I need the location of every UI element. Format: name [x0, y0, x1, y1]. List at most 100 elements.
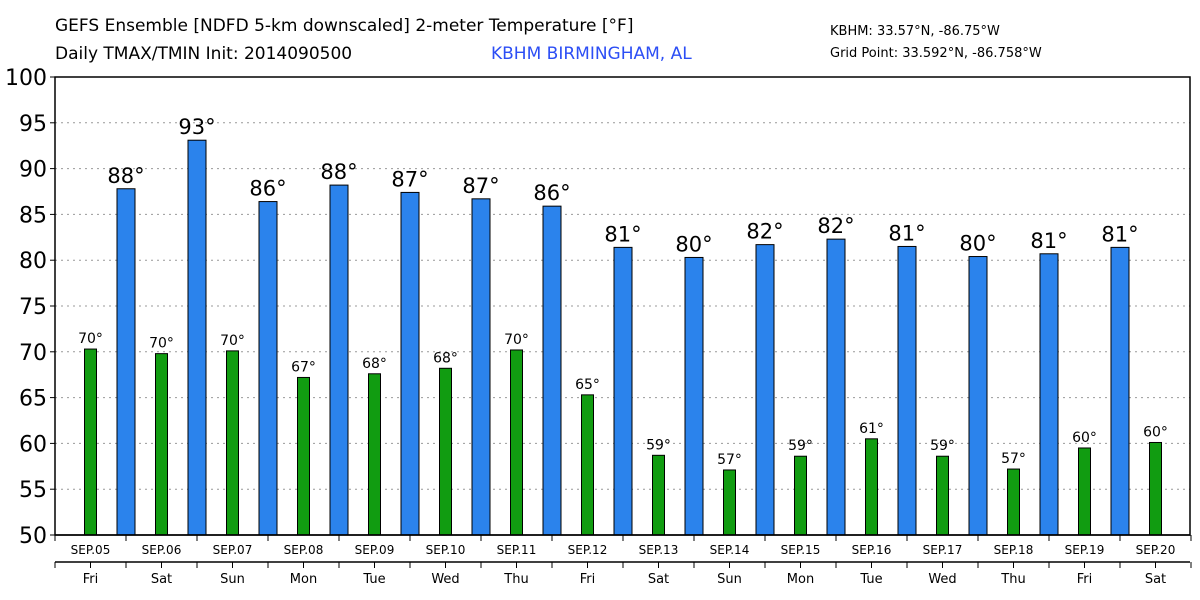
weekday-label: Sun [717, 572, 742, 587]
weekday-label: Mon [787, 572, 814, 587]
tmax-bar [1039, 253, 1059, 536]
date-label: SEP.10 [426, 543, 466, 557]
y-tick-label: 55 [19, 478, 47, 503]
weekday-label: Tue [859, 572, 882, 587]
tmin-label: 59° [930, 438, 955, 454]
tmax-bar [897, 245, 917, 536]
tmax-bar [258, 201, 278, 536]
date-label: SEP.17 [923, 543, 963, 557]
tmax-label: 82° [817, 214, 854, 238]
y-tick-label: 80 [19, 249, 47, 274]
tmin-bar [297, 376, 310, 536]
tmin-label: 70° [149, 336, 174, 352]
tmax-label: 82° [746, 220, 783, 244]
tmin-label: 57° [1001, 451, 1026, 467]
tmin-label: 68° [433, 350, 458, 366]
date-label: SEP.08 [284, 543, 324, 557]
tmin-bar [794, 455, 807, 536]
weekday-label: Thu [503, 572, 528, 587]
plot-frame [54, 76, 1191, 536]
date-label: SEP.19 [1065, 543, 1105, 557]
tmax-label: 86° [533, 181, 570, 205]
date-label: SEP.14 [710, 543, 750, 557]
tmin-bar [1007, 468, 1020, 536]
tmin-label: 59° [646, 437, 671, 453]
tmax-bar [116, 188, 136, 536]
weekday-label: Mon [290, 572, 317, 587]
tmax-bar [187, 139, 207, 536]
tmin-label: 70° [220, 333, 245, 349]
tmax-bar [471, 198, 491, 536]
tmin-bar [723, 469, 736, 536]
date-label: SEP.11 [497, 543, 537, 557]
tmin-label: 70° [504, 332, 529, 348]
station-coords: KBHM: 33.57°N, -86.75°W [830, 24, 1000, 39]
y-tick-label: 70 [19, 341, 47, 366]
tmin-label: 59° [788, 438, 813, 454]
tmax-bar [329, 184, 349, 536]
tmin-bar [439, 367, 452, 536]
tmin-label: 68° [362, 356, 387, 372]
tmin-bar [84, 348, 97, 536]
date-label: SEP.06 [142, 543, 182, 557]
tmin-bar [652, 454, 665, 536]
tmax-label: 81° [1101, 222, 1138, 246]
date-label: SEP.09 [355, 543, 395, 557]
tmax-label: 81° [888, 221, 925, 245]
tmax-bar [968, 256, 988, 536]
tmax-label: 80° [959, 232, 996, 256]
tmin-bar [368, 373, 381, 536]
station-name: KBHM BIRMINGHAM, AL [491, 44, 692, 64]
date-label: SEP.12 [568, 543, 608, 557]
tmax-label: 81° [604, 222, 641, 246]
y-tick-label: 75 [19, 295, 47, 320]
y-tick-label: 85 [19, 203, 47, 228]
tmin-label: 61° [859, 421, 884, 437]
weekday-label: Tue [362, 572, 385, 587]
date-label: SEP.05 [71, 543, 111, 557]
tmax-label: 87° [391, 167, 428, 191]
tmin-label: 57° [717, 452, 742, 468]
tmin-label: 60° [1072, 430, 1097, 446]
date-label: SEP.13 [639, 543, 679, 557]
tmin-bar [155, 353, 168, 536]
tmax-bar [826, 238, 846, 536]
tmax-label: 93° [178, 115, 215, 139]
tmin-bar [865, 438, 878, 536]
tmin-label: 70° [78, 331, 103, 347]
weekday-label: Thu [1000, 572, 1025, 587]
y-tick-label: 90 [19, 158, 47, 183]
tmin-bar [936, 455, 949, 536]
grid-point-coords: Grid Point: 33.592°N, -86.758°W [830, 46, 1042, 61]
tmax-label: 87° [462, 174, 499, 198]
date-label: SEP.20 [1136, 543, 1176, 557]
weekday-label: Sat [151, 572, 172, 587]
tmax-label: 88° [107, 164, 144, 188]
tmax-bar [755, 244, 775, 536]
tmin-bar [510, 349, 523, 536]
weekday-label: Wed [431, 572, 459, 587]
weekday-label: Wed [928, 572, 956, 587]
tmax-label: 81° [1030, 229, 1067, 253]
tmax-bar [613, 246, 633, 536]
tmin-bar [226, 350, 239, 536]
tmin-label: 65° [575, 377, 600, 393]
tmax-bar [542, 205, 562, 536]
y-tick-label: 100 [5, 66, 47, 91]
date-label: SEP.18 [994, 543, 1034, 557]
tmin-label: 67° [291, 359, 316, 375]
tmin-label: 60° [1143, 424, 1168, 440]
weekday-label: Fri [83, 572, 99, 587]
chart-subtitle: Daily TMAX/TMIN Init: 2014090500 [55, 44, 353, 64]
weekday-label: Sun [220, 572, 245, 587]
tmax-label: 88° [320, 160, 357, 184]
y-tick-label: 95 [19, 112, 47, 137]
date-label: SEP.15 [781, 543, 821, 557]
chart-title: GEFS Ensemble [NDFD 5-km downscaled] 2-m… [55, 16, 634, 36]
tmax-label: 80° [675, 232, 712, 256]
y-tick-label: 60 [19, 432, 47, 457]
tmax-label: 86° [249, 177, 286, 201]
tmax-bar [1110, 246, 1130, 536]
